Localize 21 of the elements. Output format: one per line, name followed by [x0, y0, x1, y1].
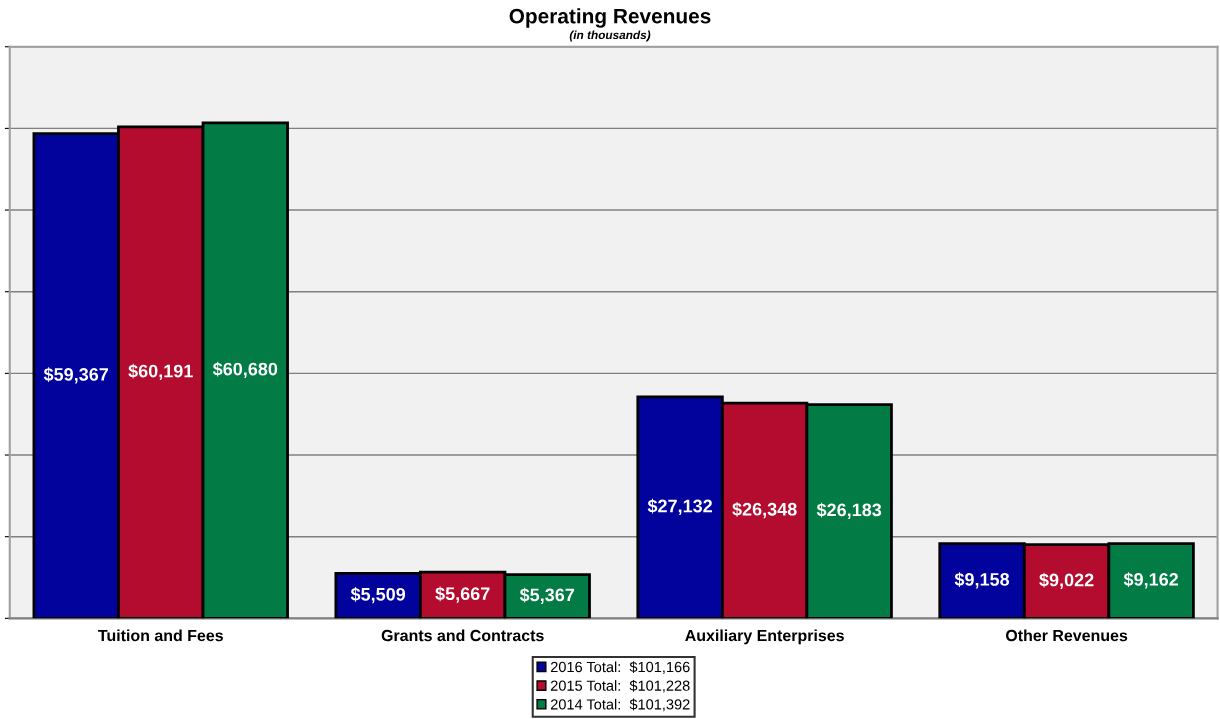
data-label: $9,158 — [954, 572, 1010, 589]
legend-label: 2015 Total: $101,228 — [550, 679, 690, 693]
data-label: $5,667 — [435, 586, 490, 603]
data-label: $60,191 — [128, 363, 193, 381]
chart-title: Operating Revenues — [509, 8, 711, 28]
data-label: $9,162 — [1123, 572, 1179, 589]
x-tick-label: Grants and Contracts — [381, 629, 544, 642]
data-label: $26,183 — [816, 502, 882, 519]
x-tick-label: Other Revenues — [1006, 629, 1128, 642]
data-label: $5,509 — [350, 587, 406, 604]
data-label: $27,132 — [647, 498, 712, 516]
legend-label: 2014 Total: $101,392 — [550, 698, 690, 712]
data-label: $60,680 — [212, 361, 278, 379]
legend-label: 2016 Total: $101,166 — [550, 661, 690, 674]
data-label: $59,367 — [43, 367, 109, 384]
data-label: $5,367 — [519, 587, 575, 604]
data-label: $9,022 — [1039, 572, 1094, 589]
data-label: $26,348 — [732, 502, 797, 519]
x-tick-label: Auxiliary Enterprises — [685, 629, 844, 645]
x-tick-label: Tuition and Fees — [98, 629, 223, 642]
chart-subtitle: (in thousands) — [569, 30, 651, 42]
